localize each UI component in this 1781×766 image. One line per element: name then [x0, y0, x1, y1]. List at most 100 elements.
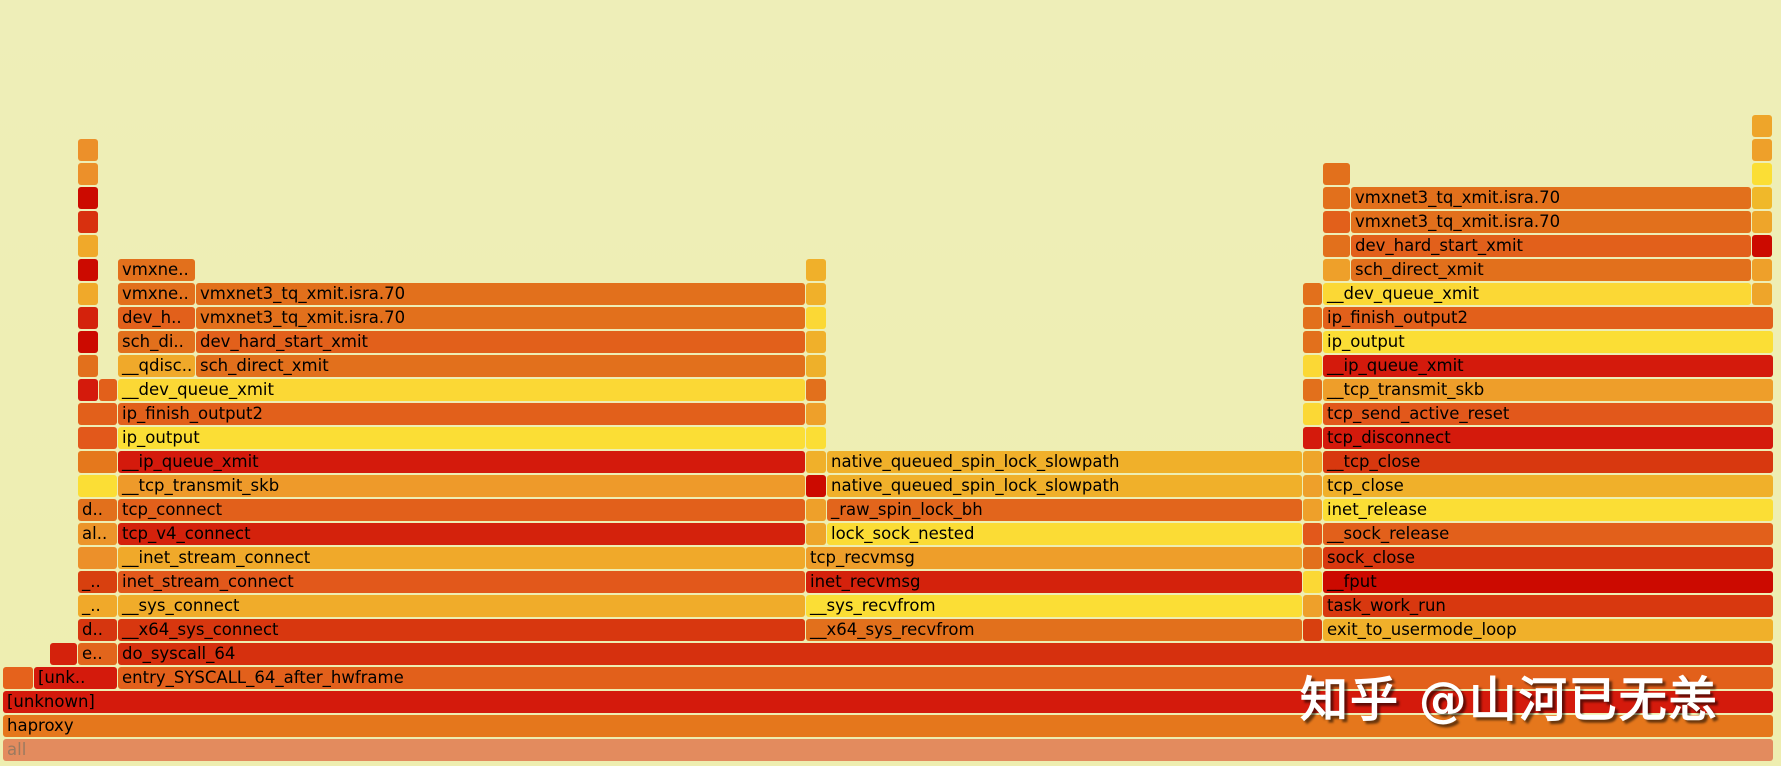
flame-frame[interactable] — [1303, 427, 1322, 449]
flame-frame[interactable]: vmxne.. — [118, 259, 195, 281]
flame-frame[interactable]: ip_output — [1323, 331, 1773, 353]
flame-frame[interactable] — [78, 475, 117, 497]
flame-frame[interactable] — [806, 259, 826, 281]
flame-frame[interactable]: haproxy — [3, 715, 1773, 737]
flame-frame[interactable]: __qdisc.. — [118, 355, 195, 377]
flame-frame[interactable]: _.. — [78, 595, 117, 617]
flame-frame[interactable]: __sock_release — [1323, 523, 1773, 545]
flame-frame[interactable] — [1303, 379, 1322, 401]
flame-frame[interactable] — [1303, 283, 1322, 305]
flame-frame[interactable]: inet_stream_connect — [118, 571, 805, 593]
flame-frame[interactable] — [1752, 115, 1772, 137]
flame-frame[interactable] — [1752, 163, 1772, 185]
flame-frame[interactable]: vmxne.. — [118, 283, 195, 305]
flame-frame[interactable]: ip_finish_output2 — [1323, 307, 1773, 329]
flame-frame[interactable] — [78, 547, 117, 569]
flame-frame[interactable] — [806, 331, 826, 353]
flame-frame[interactable]: dev_hard_start_xmit — [1351, 235, 1751, 257]
flame-frame[interactable]: tcp_disconnect — [1323, 427, 1773, 449]
flame-frame[interactable] — [78, 259, 98, 281]
flame-frame[interactable]: sock_close — [1323, 547, 1773, 569]
flame-frame[interactable] — [1323, 235, 1350, 257]
flame-frame[interactable] — [78, 187, 98, 209]
flame-frame[interactable] — [78, 307, 98, 329]
flame-frame[interactable] — [1752, 211, 1772, 233]
flame-frame[interactable] — [806, 499, 826, 521]
flame-frame[interactable]: entry_SYSCALL_64_after_hwframe — [118, 667, 1773, 689]
flame-frame[interactable]: __dev_queue_xmit — [118, 379, 805, 401]
flame-frame[interactable]: ip_finish_output2 — [118, 403, 805, 425]
flame-frame[interactable]: ip_output — [118, 427, 805, 449]
flame-frame[interactable] — [78, 283, 98, 305]
flame-frame[interactable] — [78, 139, 98, 161]
flame-frame[interactable]: tcp_recvmsg — [806, 547, 1302, 569]
flame-frame[interactable] — [806, 451, 826, 473]
flame-frame[interactable] — [78, 235, 98, 257]
flame-frame[interactable]: [unknown] — [3, 691, 1773, 713]
flame-frame[interactable] — [78, 355, 98, 377]
flame-frame[interactable]: __ip_queue_xmit — [118, 451, 805, 473]
flame-frame[interactable] — [1303, 403, 1322, 425]
flame-frame[interactable]: native_queued_spin_lock_slowpath — [827, 451, 1302, 473]
flame-frame[interactable] — [806, 475, 826, 497]
flame-frame[interactable] — [50, 643, 77, 665]
flame-frame[interactable] — [1752, 139, 1772, 161]
flame-frame[interactable]: vmxnet3_tq_xmit.isra.70 — [196, 283, 805, 305]
flame-frame[interactable] — [1303, 571, 1322, 593]
flame-frame[interactable] — [99, 379, 117, 401]
flame-frame[interactable] — [806, 403, 826, 425]
flame-frame[interactable]: tcp_connect — [118, 499, 805, 521]
flame-frame[interactable]: dev_hard_start_xmit — [196, 331, 805, 353]
flame-frame[interactable] — [1303, 523, 1322, 545]
flame-frame[interactable]: dev_h.. — [118, 307, 195, 329]
flame-frame[interactable]: vmxnet3_tq_xmit.isra.70 — [1351, 187, 1751, 209]
flame-frame[interactable]: exit_to_usermode_loop — [1323, 619, 1773, 641]
flame-frame[interactable]: _.. — [78, 571, 117, 593]
flame-frame[interactable]: e.. — [78, 643, 117, 665]
flame-frame[interactable]: __tcp_close — [1323, 451, 1773, 473]
flame-frame[interactable]: sch_direct_xmit — [196, 355, 805, 377]
flame-frame[interactable] — [806, 307, 826, 329]
flame-frame[interactable]: do_syscall_64 — [118, 643, 1773, 665]
flame-frame[interactable] — [806, 427, 826, 449]
flame-frame[interactable]: __sys_recvfrom — [806, 595, 1302, 617]
flame-frame[interactable]: vmxnet3_tq_xmit.isra.70 — [1351, 211, 1751, 233]
flame-frame[interactable]: al.. — [78, 523, 117, 545]
flame-frame[interactable] — [1303, 307, 1322, 329]
flame-frame[interactable]: __x64_sys_connect — [118, 619, 805, 641]
flame-frame[interactable]: all — [3, 739, 1773, 761]
flame-frame[interactable] — [1752, 187, 1772, 209]
flame-frame[interactable] — [78, 379, 98, 401]
flame-frame[interactable]: __x64_sys_recvfrom — [806, 619, 1302, 641]
flame-frame[interactable] — [1323, 211, 1350, 233]
flame-frame[interactable]: __inet_stream_connect — [118, 547, 805, 569]
flame-frame[interactable]: d.. — [78, 499, 117, 521]
flame-frame[interactable] — [1752, 235, 1772, 257]
flame-frame[interactable]: sch_direct_xmit — [1351, 259, 1751, 281]
flame-frame[interactable] — [1303, 499, 1322, 521]
flame-frame[interactable] — [78, 427, 117, 449]
flame-frame[interactable] — [1323, 259, 1350, 281]
flame-frame[interactable]: sch_di.. — [118, 331, 195, 353]
flame-frame[interactable]: task_work_run — [1323, 595, 1773, 617]
flame-frame[interactable]: inet_recvmsg — [806, 571, 1302, 593]
flame-frame[interactable] — [1303, 331, 1322, 353]
flame-frame[interactable] — [78, 403, 117, 425]
flame-frame[interactable] — [806, 355, 826, 377]
flame-frame[interactable]: vmxnet3_tq_xmit.isra.70 — [196, 307, 805, 329]
flame-frame[interactable]: __ip_queue_xmit — [1323, 355, 1773, 377]
flame-frame[interactable] — [1303, 451, 1322, 473]
flame-frame[interactable] — [1303, 619, 1322, 641]
flame-frame[interactable]: d.. — [78, 619, 117, 641]
flame-frame[interactable]: tcp_send_active_reset — [1323, 403, 1773, 425]
flame-frame[interactable] — [1303, 355, 1322, 377]
flame-frame[interactable]: tcp_v4_connect — [118, 523, 805, 545]
flame-frame[interactable]: __dev_queue_xmit — [1323, 283, 1751, 305]
flame-frame[interactable] — [806, 523, 826, 545]
flame-frame[interactable] — [1323, 163, 1350, 185]
flame-frame[interactable] — [806, 379, 826, 401]
flame-frame[interactable] — [1752, 259, 1772, 281]
flame-frame[interactable]: __sys_connect — [118, 595, 805, 617]
flame-frame[interactable] — [806, 283, 826, 305]
flame-frame[interactable] — [1303, 595, 1322, 617]
